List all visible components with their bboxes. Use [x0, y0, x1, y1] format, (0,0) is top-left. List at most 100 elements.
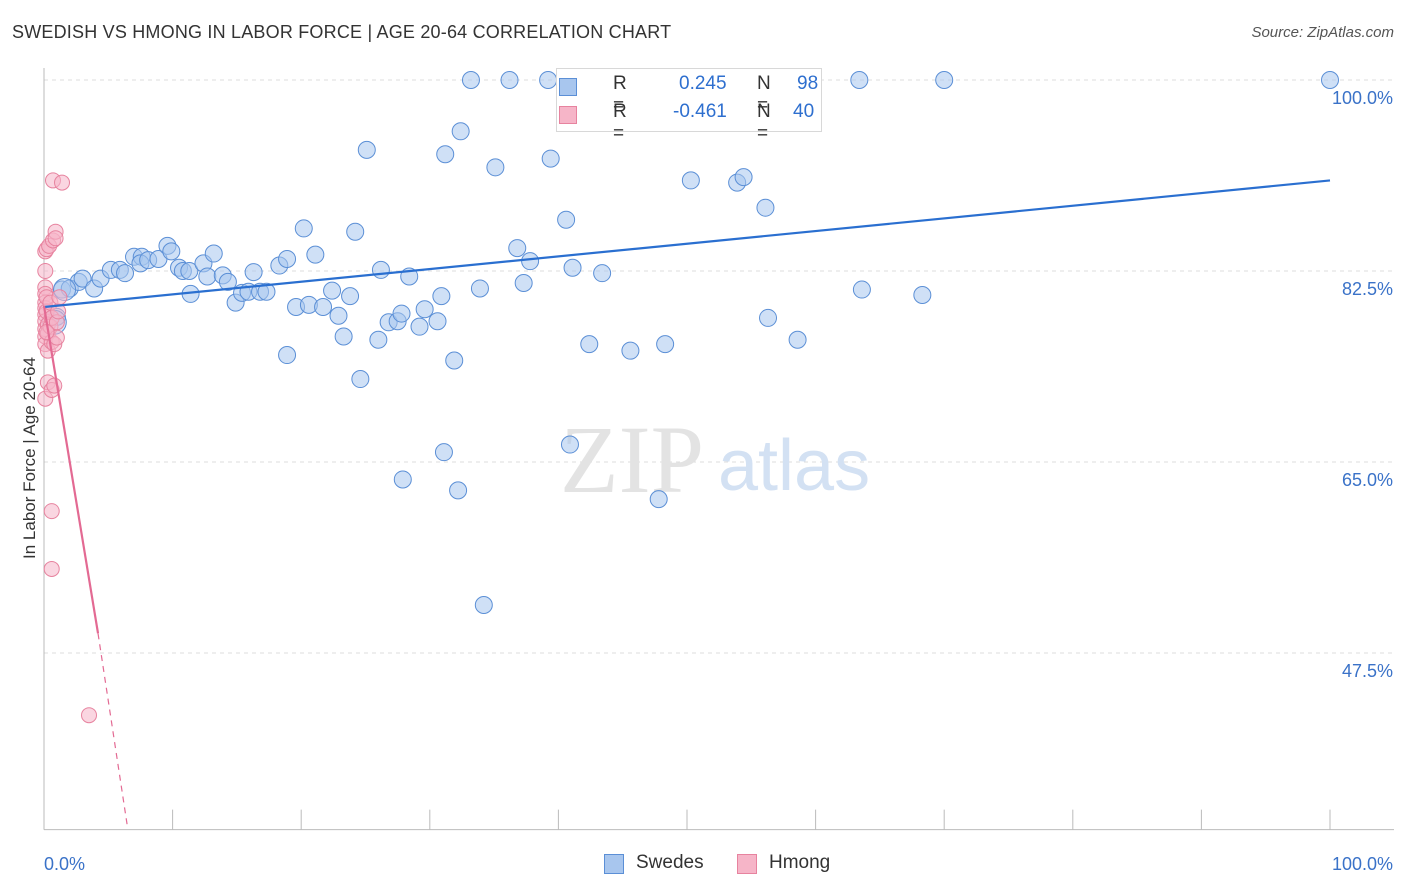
swedes-point [1321, 71, 1339, 89]
legend-swatch-swedes [604, 854, 624, 874]
swedes-point [500, 71, 519, 89]
trend-layer [42, 179, 1331, 828]
swedes-point [621, 341, 640, 360]
swedes-point [341, 287, 360, 306]
legend-n-label: N = [757, 101, 771, 144]
swedes-point [508, 239, 527, 258]
hmong-point [46, 377, 63, 394]
swedes-point [73, 269, 92, 288]
grid-layer [44, 79, 1394, 654]
y-tick-label: 47.5% [1342, 661, 1393, 681]
swedes-trend-line [43, 179, 1331, 309]
series-legend: Swedes Hmong [0, 852, 1406, 878]
swedes-point [436, 145, 455, 164]
swedes-point [913, 286, 932, 305]
swedes-point [451, 122, 470, 141]
swedes-point [257, 282, 276, 301]
swedes-point [514, 274, 533, 293]
y-tick-label: 82.5% [1342, 279, 1393, 299]
swedes-point [204, 244, 223, 263]
y-tick-label: 100.0% [1332, 88, 1393, 108]
tick-labels: 47.5% 65.0% 82.5% 100.0% 0.0% 100.0% [44, 88, 1393, 874]
watermark-atlas: atlas [718, 426, 870, 506]
swedes-points [41, 71, 1339, 614]
swedes-point [593, 264, 612, 283]
swedes-point [681, 171, 700, 190]
swedes-point [434, 443, 453, 462]
legend-swatch-hmong [737, 854, 757, 874]
legend-r-value-swedes: 0.245 [679, 73, 727, 94]
legend-swatch-swedes [559, 78, 577, 96]
swedes-point [351, 370, 370, 389]
swedes-point [369, 330, 388, 349]
hmong-point [43, 560, 60, 577]
swedes-point [162, 242, 181, 261]
swedes-point [756, 198, 775, 217]
chart-title: SWEDISH VS HMONG IN LABOR FORCE | AGE 20… [12, 22, 672, 42]
swedes-point [850, 71, 869, 89]
swedes-point [346, 222, 365, 241]
swedes-point [461, 71, 480, 89]
swedes-point [244, 263, 263, 282]
swedes-point [278, 346, 297, 365]
x-tick-label: 0.0% [44, 854, 85, 874]
hmong-point [37, 263, 54, 279]
legend-label-swedes: Swedes [636, 852, 704, 873]
swedes-point [541, 149, 560, 168]
swedes-point [218, 272, 237, 291]
hmong-trend-extension [97, 633, 129, 828]
swedes-point [474, 595, 493, 614]
legend-r-label: R = [613, 73, 627, 116]
swedes-point [393, 470, 412, 489]
y-tick-label: 65.0% [1342, 470, 1393, 490]
axis-layer [43, 68, 1394, 831]
legend-n-label: N = [757, 73, 771, 116]
hmong-trend-line [42, 305, 100, 634]
legend-n-value-hmong: 40 [793, 101, 815, 122]
swedes-point [116, 264, 135, 283]
swedes-point [323, 281, 342, 300]
swedes-point [432, 287, 451, 306]
swedes-point [428, 312, 447, 331]
correlation-legend: R = 0.245 N = 98 R = -0.461 N = 40 [556, 68, 822, 144]
swedes-point [306, 245, 325, 264]
legend-r-value-hmong: -0.461 [673, 101, 727, 122]
swedes-point [371, 260, 390, 279]
swedes-point [649, 490, 668, 509]
legend-swatch-hmong [559, 106, 577, 124]
swedes-point [357, 140, 376, 159]
swedes-point [734, 168, 753, 187]
hmong-point [54, 174, 71, 191]
swedes-point [486, 158, 505, 177]
legend-n-value-swedes: 98 [797, 73, 819, 94]
swedes-point [560, 435, 579, 454]
swedes-point [539, 71, 558, 89]
watermark: ZIP atlas [560, 406, 870, 513]
swedes-point [410, 317, 429, 336]
hmong-point [81, 707, 98, 724]
hmong-points [37, 172, 98, 724]
swedes-point [198, 267, 217, 286]
swedes-point [557, 210, 576, 229]
swedes-point [656, 335, 675, 354]
swedes-point [314, 298, 333, 317]
swedes-point [449, 481, 468, 500]
legend-r-label: R = [613, 101, 627, 144]
swedes-point [759, 308, 778, 327]
source-label: Source: ZipAtlas.com [1251, 24, 1394, 41]
swedes-point [935, 71, 954, 89]
watermark-zip: ZIP [560, 406, 704, 513]
swedes-point [470, 279, 489, 298]
x-tick-label: 100.0% [1332, 854, 1393, 874]
hmong-point [51, 289, 68, 306]
swedes-point [334, 327, 353, 346]
hmong-point [47, 230, 64, 247]
legend-label-hmong: Hmong [769, 852, 831, 873]
hmong-point [43, 503, 60, 520]
swedes-point [445, 351, 464, 370]
swedes-point [329, 306, 348, 325]
swedes-point [563, 258, 582, 277]
swedes-point [852, 280, 871, 299]
swedes-point [580, 335, 599, 354]
